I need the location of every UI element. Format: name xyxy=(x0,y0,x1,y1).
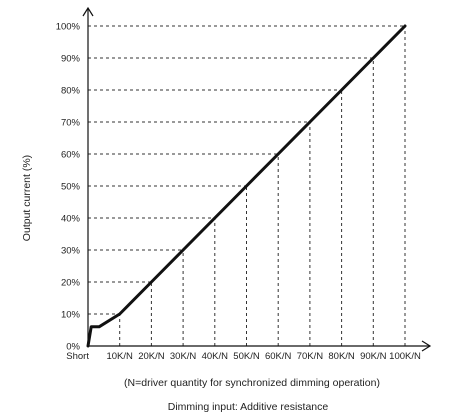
x-axis-note: (N=driver quantity for synchronized dimm… xyxy=(124,377,380,389)
tick-labels: 0% 10% 20% 30% 40% 50% 60% 70% 80% 90% 100% Short 10… xyxy=(56,22,421,363)
x-tick-label: 20K/N xyxy=(138,351,165,362)
x-tick-label: 50K/N xyxy=(233,351,260,362)
data-series xyxy=(86,24,407,348)
y-tick-label: 30% xyxy=(61,246,81,257)
guide-lines xyxy=(88,25,406,346)
y-tick-label: 80% xyxy=(61,86,81,97)
x-tick-label: 40K/N xyxy=(202,351,229,362)
axes xyxy=(82,6,432,352)
y-tick-label: 60% xyxy=(61,150,81,161)
y-tick-label: 0% xyxy=(66,342,80,353)
x-tick-label: 90K/N xyxy=(360,351,387,362)
y-tick-label: 50% xyxy=(61,182,81,193)
y-axis-arrow xyxy=(82,6,94,17)
y-tick-label: 90% xyxy=(61,54,81,65)
y-axis-label: Output current (%) xyxy=(21,155,33,241)
x-tick-label: Short xyxy=(66,351,89,362)
x-tick-label: 60K/N xyxy=(265,351,292,362)
x-tick-label: 100K/N xyxy=(389,351,421,362)
x-tick-label: 80K/N xyxy=(328,351,355,362)
y-tick-label: 100% xyxy=(56,22,81,33)
x-tick-label: 70K/N xyxy=(297,351,324,362)
x-axis-arrow xyxy=(421,340,432,352)
y-tick-label: 70% xyxy=(61,118,81,129)
x-tick-label: 10K/N xyxy=(106,351,133,362)
y-tick-label: 10% xyxy=(61,310,81,321)
y-tick-label: 40% xyxy=(61,214,81,225)
x-tick-label: 30K/N xyxy=(170,351,197,362)
series-line-1 xyxy=(86,24,407,348)
y-tick-label: 20% xyxy=(61,278,81,289)
x-axis-label: Dimming input: Additive resistance xyxy=(168,401,329,413)
